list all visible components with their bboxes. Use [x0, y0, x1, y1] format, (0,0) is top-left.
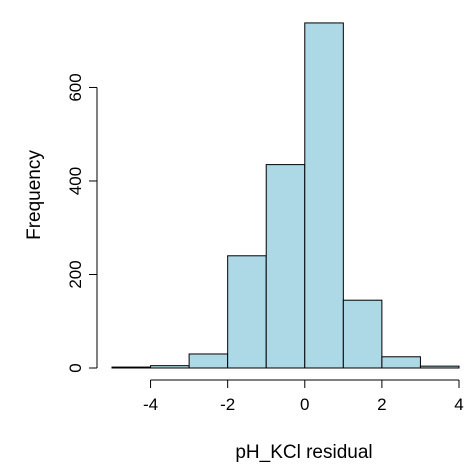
histogram-bar — [265, 164, 306, 369]
y-axis-title: Frequency — [24, 150, 45, 240]
histogram-bars — [111, 22, 460, 369]
y-tick-label: 200 — [66, 260, 85, 288]
histogram-bar — [304, 22, 344, 369]
histogram-bar — [381, 356, 421, 369]
histogram-bar — [150, 365, 190, 369]
x-axis: -4 -2 0 2 4 — [143, 379, 464, 414]
x-tick-label: 4 — [454, 395, 463, 414]
x-tick-label: 2 — [377, 395, 386, 414]
histogram-bar — [111, 366, 152, 369]
y-tick-label: 400 — [66, 167, 85, 195]
histogram-bar — [419, 365, 460, 369]
x-tick-label: -4 — [143, 395, 158, 414]
x-axis-title: pH_KCl residual — [235, 442, 372, 463]
y-tick-label: 0 — [66, 363, 85, 372]
y-axis: 0 200 400 600 — [66, 73, 98, 373]
y-tick-label: 600 — [66, 73, 85, 101]
x-tick-label: -2 — [220, 395, 235, 414]
histogram-bar — [227, 255, 267, 369]
x-tick-label: 0 — [300, 395, 309, 414]
histogram-bar — [188, 353, 229, 369]
histogram-bar — [342, 299, 383, 369]
